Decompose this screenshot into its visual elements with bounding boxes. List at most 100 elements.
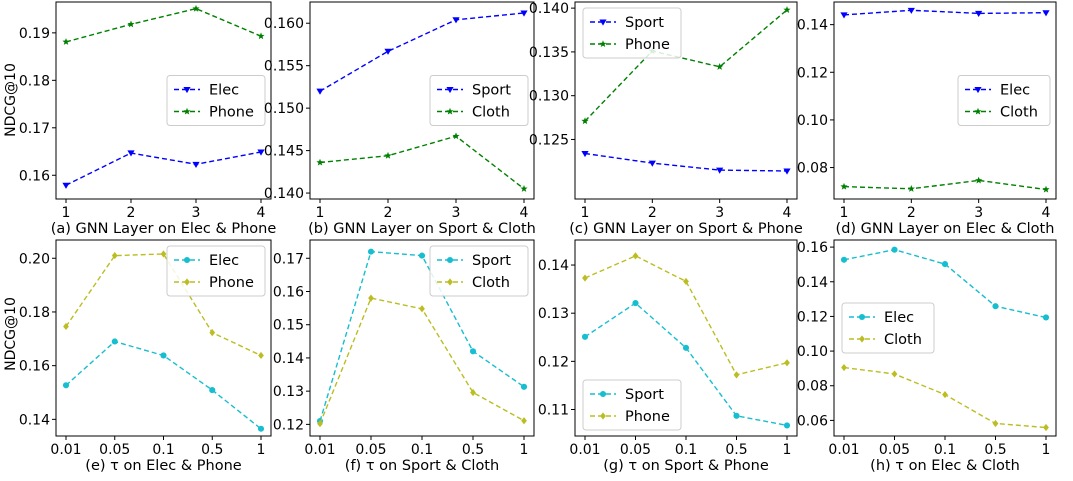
data-point-elec: [160, 352, 167, 359]
data-point-elec: [111, 338, 118, 345]
legend: Sport Phone: [582, 7, 682, 59]
legend-label: Cloth: [884, 332, 922, 348]
y-tick-label: 0.08: [797, 161, 828, 177]
legend-label: Phone: [209, 105, 254, 121]
series-line-phone: [65, 253, 262, 357]
x-tick-label: 0.1: [675, 442, 697, 458]
data-point-sport: [316, 88, 324, 95]
data-point-cloth: [316, 158, 324, 166]
data-point-sport: [367, 248, 375, 255]
x-tick-label: 1: [1042, 442, 1051, 458]
legend-marker: [859, 335, 865, 343]
data-point-cloth: [317, 420, 323, 428]
y-tick-label: 0.14: [273, 351, 304, 367]
legend-marker: [599, 40, 607, 48]
y-tick-label: 0.12: [797, 309, 828, 325]
x-tick-label: 0.05: [355, 442, 386, 458]
data-point-phone: [783, 6, 791, 13]
y-tick-label: 0.145: [264, 144, 304, 160]
data-point-cloth: [975, 176, 983, 184]
legend-box: [841, 302, 935, 354]
y-tick-label: 0.14: [19, 412, 50, 428]
y-tick-label: 0.12: [273, 417, 304, 433]
legend-marker: [183, 107, 191, 115]
data-point-elec: [62, 182, 70, 189]
y-tick-label: 0.06: [797, 413, 828, 429]
x-tick-label: 0.05: [620, 442, 651, 458]
panel-caption: (a) GNN Layer on Elec & Phone: [51, 221, 277, 237]
legend-box: [429, 75, 529, 126]
data-point-elec: [941, 261, 949, 268]
x-tick-label: 1: [62, 205, 71, 221]
legend-marker: [183, 86, 191, 94]
legend-label: Phone: [209, 275, 254, 291]
data-point-elec: [257, 425, 265, 432]
legend-box: [582, 379, 682, 431]
x-tick-label: 1: [520, 442, 529, 458]
series-line-sport: [319, 12, 525, 92]
chart-panel-4: 0.08 0.10 0.12 0.14 1 2 3 4(d) GNN Layer on Ele…: [797, 1, 1057, 237]
series-line-elec: [843, 9, 1047, 16]
data-point-phone: [62, 38, 70, 45]
plot-frame: [574, 1, 798, 200]
y-tick-label: 0.125: [529, 132, 569, 148]
x-tick-label: 4: [783, 205, 792, 221]
data-point-phone: [582, 274, 588, 282]
x-tick-label: 4: [1042, 205, 1051, 221]
y-tick-label: 0.13: [273, 384, 304, 400]
y-tick-label: 0.08: [797, 379, 828, 395]
data-point-cloth: [907, 184, 915, 192]
y-tick-label: 0.20: [19, 251, 50, 267]
data-point-sport: [520, 383, 528, 390]
legend-label: Elec: [209, 83, 239, 99]
x-tick-label: 3: [192, 205, 201, 221]
data-point-phone: [683, 277, 689, 286]
data-point-phone: [581, 117, 589, 125]
series-line-elec: [65, 151, 262, 186]
data-point-cloth: [891, 370, 898, 378]
plot-frame: [833, 1, 1057, 200]
y-tick-label: 0.10: [797, 344, 828, 360]
panel-caption: (d) GNN Layer on Elec & Cloth: [836, 221, 1055, 237]
y-tick-label: 0.17: [273, 251, 304, 267]
x-tick-label: 0.5: [462, 442, 484, 458]
panel-caption: (f) τ on Sport & Cloth: [345, 458, 499, 474]
data-point-phone: [127, 20, 135, 28]
data-point-sport: [581, 333, 589, 340]
x-tick-label: 0.01: [828, 442, 859, 458]
x-tick-label: 0.01: [50, 442, 81, 458]
legend-label: Elec: [1000, 83, 1030, 99]
legend: Elec Phone: [166, 75, 266, 126]
data-point-cloth: [992, 419, 999, 428]
data-point-elec: [1042, 10, 1050, 17]
data-point-elec: [975, 10, 983, 18]
series-line-phone: [584, 9, 788, 122]
x-tick-label: 3: [715, 205, 724, 221]
data-point-phone: [716, 63, 724, 70]
y-tick-label: 0.14: [797, 275, 828, 291]
legend-marker: [858, 313, 866, 321]
plot-frame: [309, 1, 535, 200]
data-point-elec: [1042, 314, 1050, 321]
y-tick-label: 0.11: [538, 403, 569, 419]
data-point-sport: [520, 10, 528, 17]
legend: Elec Phone: [166, 245, 266, 297]
data-point-elec: [257, 149, 265, 156]
series-line-cloth: [319, 297, 525, 424]
legend: Sport Cloth: [429, 75, 529, 126]
data-point-phone: [192, 4, 200, 12]
y-tick-label: 0.135: [529, 45, 569, 61]
data-point-cloth: [841, 363, 847, 372]
data-point-sport: [783, 168, 791, 175]
x-tick-label: 0.5: [201, 442, 223, 458]
y-axis-label-bottom: NDCG@10: [3, 297, 19, 371]
data-point-sport: [716, 167, 724, 174]
chart-panel-8: 0.06 0.08 0.10 0.12 0.14 0.16 0.01 0.05 0.1 0.5 1 (…: [797, 239, 1057, 474]
panel-caption: (e) τ on Elec & Phone: [85, 458, 241, 474]
legend-label: Elec: [884, 310, 914, 326]
data-point-phone: [111, 251, 118, 260]
data-point-phone: [258, 351, 264, 360]
data-point-phone: [63, 322, 69, 331]
y-tick-label: 0.130: [529, 89, 569, 105]
series-line-phone: [584, 255, 788, 376]
